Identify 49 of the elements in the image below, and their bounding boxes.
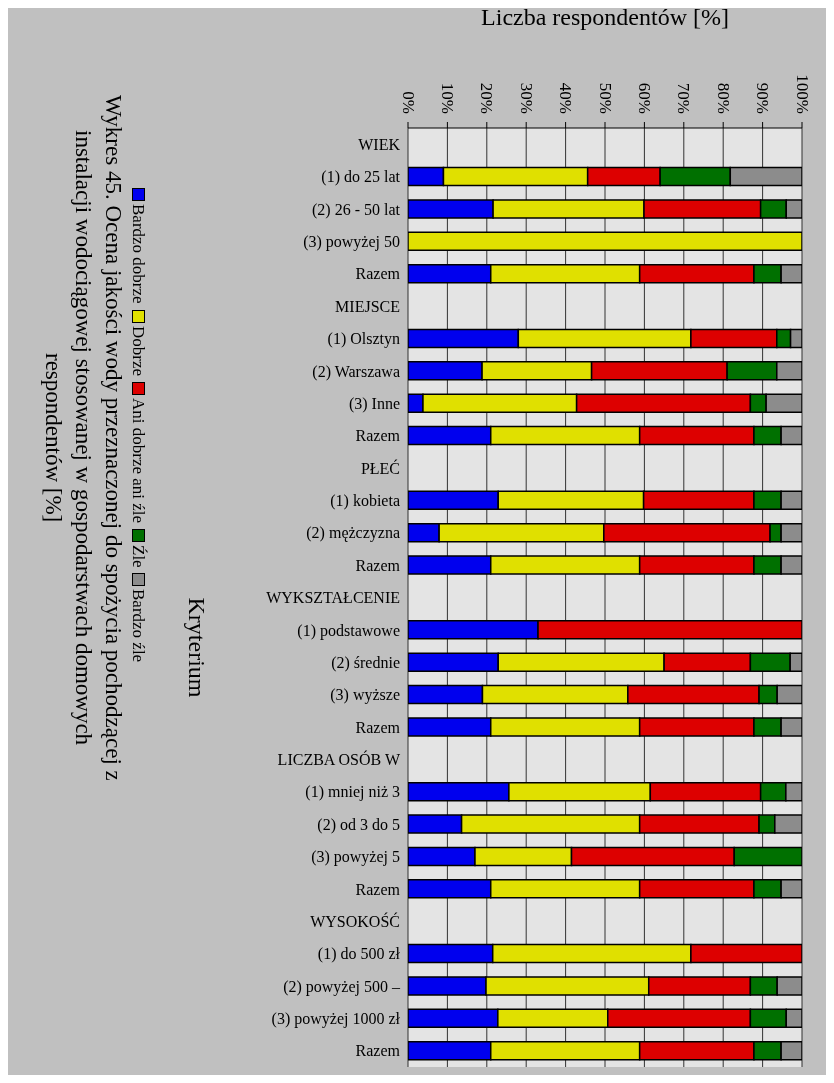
y-tick-label: Razem — [355, 1042, 401, 1060]
y-tick-label: Razem — [355, 718, 401, 736]
y-tick-label: WYKSZTAŁCENIE — [266, 589, 400, 607]
x-tick-label: 60% — [634, 82, 654, 114]
y-tick-label: Razem — [355, 427, 401, 445]
x-tick-label: 20% — [477, 82, 497, 114]
legend-label: Bardzo źle — [128, 589, 148, 663]
y-tick-label: PŁEĆ — [360, 458, 400, 477]
y-tick-label: WIEK — [358, 135, 401, 153]
y-tick-label: Razem — [355, 265, 401, 283]
x-axis-title: Liczba respondentów [%] — [481, 4, 729, 31]
y-axis-title: Kryterium — [184, 597, 211, 698]
x-tick-label: 50% — [595, 82, 615, 114]
x-tick-label: 100% — [792, 74, 812, 114]
text: Wykres 45. Ocena jakości wody przeznaczonej do spożycia pochodzącej z instalacji wodociągowej stosowanej w gospodarstwach domowych respondentów [%] — [40, 94, 127, 783]
y-tick-label: (2) Warszawa — [312, 362, 400, 381]
y-tick-label: LICZBA OSÓB W — [277, 750, 401, 769]
y-tick-label: (3) powyżej 50 — [303, 233, 400, 252]
bar — [408, 231, 802, 252]
x-tick-label: 10% — [437, 82, 457, 114]
y-tick-label: (2) od 3 do 5 — [317, 815, 400, 834]
y-tick-label: WYSOKOŚĆ — [310, 911, 400, 930]
x-tick-label: 80% — [713, 82, 733, 114]
y-tick-label: (1) mniej niż 3 — [305, 783, 400, 802]
y-tick-label: (1) do 500 zł — [317, 945, 401, 964]
y-tick-label: (1) do 25 lat — [321, 168, 401, 187]
y-tick-label: (3) powyżej 5 — [311, 848, 400, 867]
y-tick-label: (3) Inne — [348, 394, 400, 413]
y-tick-label: (2) mężczyzna — [306, 524, 400, 543]
y-tick-label: (2) powyżej 500 – — [283, 977, 401, 996]
y-tick-label: (3) powyżej 1000 zł — [271, 1010, 401, 1029]
y-tick-label: Razem — [355, 880, 401, 898]
legend-label: Źle — [128, 544, 148, 568]
legend-label: Bardzo dobrze — [128, 204, 148, 304]
y-tick-label: (3) wyższe — [330, 686, 400, 705]
y-tick-label: (1) podstawowe — [297, 621, 400, 640]
legend-label: Ani dobrze ani źle — [128, 397, 148, 523]
y-tick-label: (1) kobieta — [330, 492, 400, 511]
y-tick-label: (1) Olsztyn — [327, 330, 400, 349]
x-tick-label: 40% — [556, 82, 576, 114]
y-tick-label: Razem — [355, 556, 401, 574]
x-tick-label: 30% — [516, 82, 536, 114]
y-tick-label: MIEJSCE — [335, 297, 400, 315]
x-tick-label: 70% — [674, 82, 694, 114]
legend-label: Dobrze — [128, 325, 148, 376]
x-tick-label: 0% — [398, 91, 418, 114]
y-tick-label: (2) średnie — [331, 653, 400, 672]
x-tick-label: 90% — [753, 82, 773, 114]
y-tick-label: (2) 26 - 50 lat — [312, 200, 401, 219]
